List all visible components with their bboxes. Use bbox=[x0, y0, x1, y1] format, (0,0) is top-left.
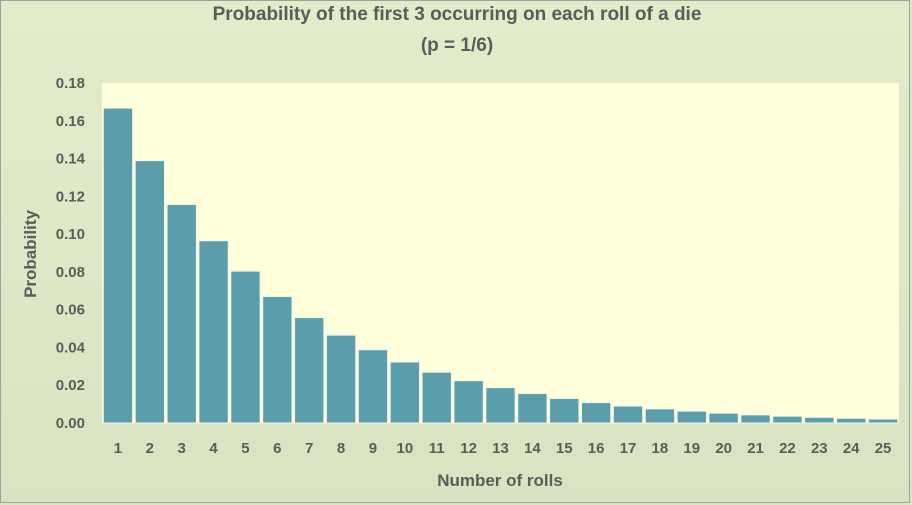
x-tick-label: 5 bbox=[241, 440, 249, 457]
x-tick-label: 18 bbox=[652, 440, 669, 457]
bar-roll-24 bbox=[836, 417, 867, 424]
x-tick-label: 15 bbox=[556, 440, 573, 457]
x-tick-label: 23 bbox=[811, 440, 828, 457]
x-tick-label: 4 bbox=[209, 440, 218, 457]
y-tick-label: 0.12 bbox=[56, 188, 85, 205]
y-tick-label: 0.10 bbox=[56, 226, 85, 243]
x-tick-label: 11 bbox=[429, 440, 445, 457]
bar-roll-18 bbox=[644, 408, 676, 424]
chart-subtitle: (p = 1/6) bbox=[421, 35, 493, 56]
y-axis-ticks: 0.00 0.02 0.04 0.06 0.08 0.10 0.12 0.14 0.16 0.18 bbox=[56, 75, 86, 432]
bar-roll-17 bbox=[612, 405, 644, 424]
bar-roll-14 bbox=[517, 393, 548, 424]
y-tick-label: 0.00 bbox=[56, 415, 85, 432]
bar-roll-12 bbox=[453, 380, 484, 424]
bar-roll-1 bbox=[102, 107, 134, 424]
x-tick-label: 6 bbox=[273, 440, 281, 457]
x-tick-label: 2 bbox=[146, 440, 154, 457]
bar-roll-20 bbox=[708, 412, 739, 424]
bar-roll-22 bbox=[772, 415, 803, 424]
x-tick-label: 20 bbox=[715, 440, 732, 457]
y-tick-label: 0.18 bbox=[56, 75, 85, 92]
x-tick-label: 14 bbox=[524, 440, 541, 457]
bar-roll-9 bbox=[357, 349, 389, 424]
x-tick-label: 12 bbox=[460, 440, 477, 457]
x-tick-label: 3 bbox=[178, 440, 186, 457]
bar-roll-23 bbox=[804, 416, 835, 424]
y-tick-label: 0.06 bbox=[56, 302, 85, 319]
bar-roll-16 bbox=[580, 402, 612, 424]
x-tick-label: 21 bbox=[747, 440, 764, 457]
bar-roll-25 bbox=[867, 418, 899, 424]
bar-roll-7 bbox=[294, 317, 325, 424]
x-tick-label: 24 bbox=[843, 440, 860, 457]
y-tick-label: 0.16 bbox=[56, 113, 85, 130]
bars-group bbox=[102, 107, 899, 424]
x-axis-title: Number of rolls bbox=[437, 471, 563, 490]
x-tick-label: 7 bbox=[305, 440, 313, 457]
bar-roll-8 bbox=[325, 334, 357, 424]
bar-roll-11 bbox=[421, 371, 452, 424]
x-tick-label: 19 bbox=[683, 440, 700, 457]
y-tick-label: 0.14 bbox=[56, 151, 86, 168]
bar-roll-10 bbox=[389, 361, 421, 424]
bar-roll-3 bbox=[166, 203, 197, 424]
x-tick-label: 25 bbox=[875, 440, 892, 457]
bar-roll-5 bbox=[230, 270, 261, 424]
x-tick-label: 1 bbox=[114, 440, 122, 457]
x-tick-label: 17 bbox=[620, 440, 637, 457]
y-tick-label: 0.02 bbox=[56, 377, 85, 394]
bar-roll-19 bbox=[676, 410, 707, 424]
bar-roll-6 bbox=[262, 295, 293, 424]
bar-roll-4 bbox=[198, 240, 229, 424]
bar-roll-2 bbox=[134, 160, 165, 424]
y-tick-label: 0.04 bbox=[56, 339, 86, 356]
y-axis-title: Probability bbox=[21, 210, 40, 298]
x-tick-label: 8 bbox=[337, 440, 345, 457]
x-tick-label: 13 bbox=[492, 440, 509, 457]
bar-roll-21 bbox=[740, 414, 771, 424]
x-tick-label: 10 bbox=[397, 440, 414, 457]
x-tick-label: 16 bbox=[588, 440, 605, 457]
x-tick-label: 22 bbox=[779, 440, 796, 457]
bar-roll-13 bbox=[485, 387, 516, 424]
chart-title: Probability of the first 3 occurring on … bbox=[213, 4, 702, 25]
x-axis-ticks: 1 2 3 4 5 6 7 8 9 10 11 12 13 14 15 16 17 18 19 20 21 22 23 24 2… bbox=[114, 440, 892, 457]
x-tick-label: 9 bbox=[369, 440, 377, 457]
y-tick-label: 0.08 bbox=[56, 264, 85, 281]
bar-roll-15 bbox=[549, 397, 580, 424]
